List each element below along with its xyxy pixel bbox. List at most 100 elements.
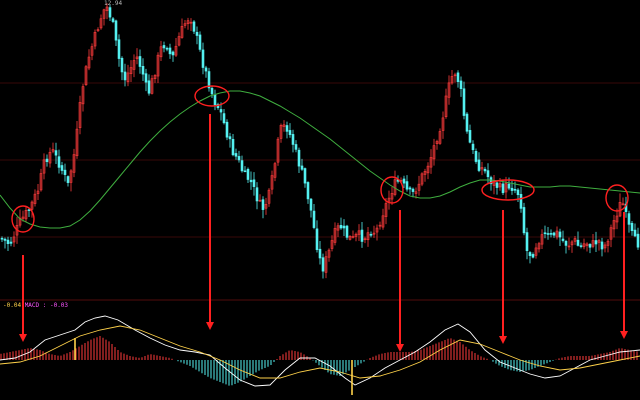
candle-body	[378, 224, 382, 227]
candle-body	[603, 244, 607, 249]
candle-body	[486, 170, 490, 178]
candle-body	[429, 157, 433, 168]
candle-body	[600, 241, 604, 250]
candle-body	[549, 233, 553, 235]
candle-body	[0, 237, 4, 240]
signal-circle	[481, 179, 535, 201]
candle-body	[567, 245, 571, 248]
candle-body	[159, 46, 163, 58]
candle-body	[243, 170, 247, 173]
candle-body	[252, 179, 256, 187]
signal-arrow-head	[499, 336, 507, 344]
candle-body	[12, 236, 16, 243]
candle-body	[36, 190, 40, 195]
candle-body	[366, 232, 370, 241]
candle-body	[255, 187, 259, 202]
candle-body	[186, 20, 190, 24]
candle-body	[609, 227, 613, 240]
candle-body	[273, 163, 277, 178]
candle-body	[237, 156, 241, 161]
candle-body	[606, 240, 610, 246]
candle-body	[285, 125, 289, 132]
candle-body	[60, 165, 64, 171]
candle-body	[93, 32, 97, 47]
candle-body	[21, 216, 25, 219]
candle-body	[351, 236, 355, 238]
candlesticks	[0, 3, 640, 279]
grid-lines	[0, 82, 640, 301]
candle-body	[78, 102, 82, 129]
candle-body	[9, 241, 13, 244]
candle-body	[552, 232, 556, 236]
candle-body	[84, 66, 88, 86]
candle-body	[66, 176, 70, 183]
candle-body	[534, 247, 538, 256]
candle-body	[582, 243, 586, 248]
candle-body	[561, 238, 565, 241]
candle-body	[504, 182, 508, 193]
moving-average-line	[0, 90, 640, 229]
candle-body	[333, 228, 337, 243]
candle-body	[312, 210, 316, 228]
candle-body	[3, 238, 7, 241]
candle-body	[579, 245, 583, 247]
candle-body	[297, 149, 301, 167]
candle-body	[222, 113, 226, 124]
candle-body	[597, 240, 601, 243]
candle-body	[276, 138, 280, 163]
candle-body	[225, 121, 229, 138]
candle-body	[360, 229, 364, 242]
candle-body	[105, 6, 109, 12]
candle-body	[321, 257, 325, 272]
candle-body	[33, 193, 37, 204]
candle-body	[291, 134, 295, 145]
candle-body	[633, 229, 637, 237]
candle-body	[174, 45, 178, 56]
candle-body	[516, 189, 520, 196]
candle-body	[621, 203, 625, 206]
candle-body	[468, 130, 472, 143]
candle-body	[195, 31, 199, 36]
candle-body	[300, 165, 304, 170]
candle-body	[636, 233, 640, 248]
candle-body	[363, 238, 367, 241]
candle-body	[585, 243, 589, 246]
candle-body	[246, 168, 250, 180]
candle-body	[267, 189, 271, 204]
candle-body	[618, 202, 622, 217]
candle-body	[180, 25, 184, 38]
candle-body	[531, 254, 535, 258]
candle-body	[558, 231, 562, 238]
candle-body	[165, 47, 169, 50]
candle-body	[99, 18, 103, 29]
candle-body	[318, 248, 322, 259]
candle-body	[39, 173, 43, 191]
candle-body	[498, 183, 502, 188]
candle-body	[459, 80, 463, 89]
candle-body	[594, 240, 598, 245]
candle-body	[330, 240, 334, 249]
candle-body	[555, 230, 559, 238]
candle-body	[126, 72, 130, 83]
candle-body	[156, 54, 160, 77]
candle-body	[294, 144, 298, 150]
candle-body	[453, 74, 457, 77]
candle-body	[348, 235, 352, 240]
candle-body	[384, 203, 388, 217]
candle-body	[570, 241, 574, 246]
candle-body	[96, 29, 100, 32]
candle-body	[63, 169, 67, 175]
candle-body	[546, 233, 550, 235]
candle-body	[450, 76, 454, 84]
macd-header-text: MACD : -0.03	[24, 302, 69, 309]
candle-body	[525, 232, 529, 252]
candle-body	[441, 117, 445, 131]
candle-body	[129, 67, 133, 75]
candle-body	[147, 80, 151, 94]
candle-body	[522, 207, 526, 234]
candle-body	[537, 243, 541, 250]
candle-body	[270, 175, 274, 190]
candle-body	[576, 239, 580, 246]
candle-body	[198, 34, 202, 50]
